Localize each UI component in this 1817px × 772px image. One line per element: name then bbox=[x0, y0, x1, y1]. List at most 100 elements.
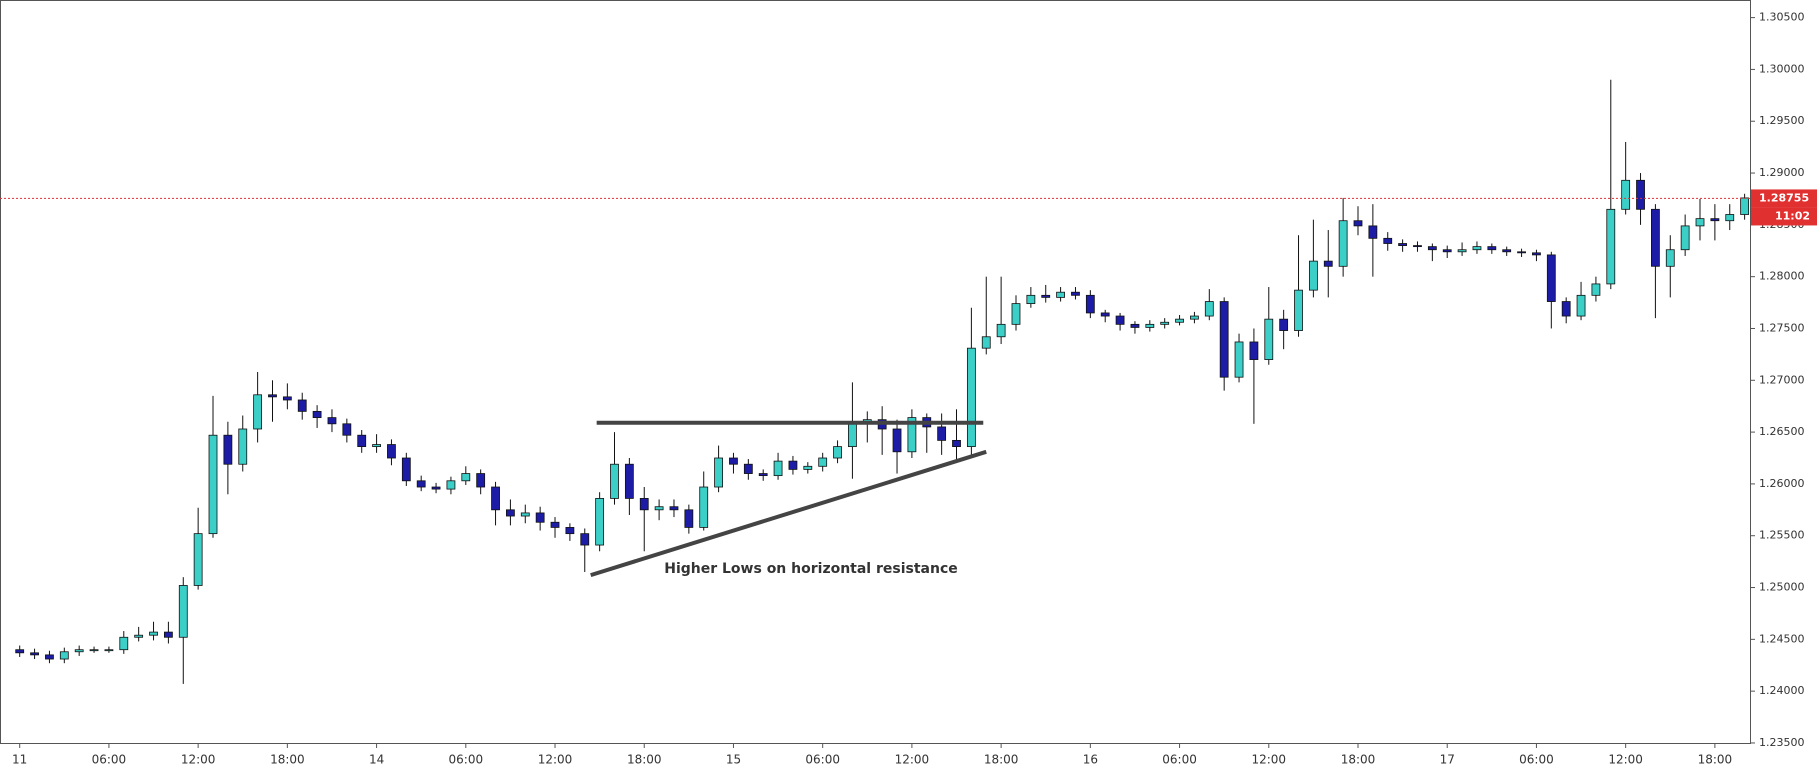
candle-body bbox=[1398, 243, 1408, 246]
candle-body bbox=[1353, 220, 1363, 227]
x-tick-label: 14 bbox=[369, 753, 384, 767]
candle-body bbox=[491, 486, 500, 511]
x-tick-label: 06:00 bbox=[1162, 753, 1197, 767]
candle-body bbox=[223, 434, 233, 465]
y-tick-label: 1.30500 bbox=[1759, 11, 1805, 24]
y-tick-label: 1.24000 bbox=[1759, 684, 1805, 697]
countdown-tag bbox=[1751, 207, 1817, 226]
candle-body bbox=[714, 457, 723, 488]
candle-body bbox=[1338, 220, 1348, 267]
candle-body bbox=[1308, 260, 1318, 291]
candle-body bbox=[208, 434, 218, 535]
candle-body bbox=[1606, 208, 1616, 285]
x-tick-label: 18:00 bbox=[984, 753, 1019, 767]
candle-body bbox=[193, 533, 203, 586]
x-tick-label: 12:00 bbox=[1251, 753, 1286, 767]
candle-body bbox=[74, 649, 84, 653]
x-tick-label: 16 bbox=[1083, 753, 1098, 767]
candle-body bbox=[416, 480, 426, 488]
candle-body bbox=[1665, 249, 1675, 267]
y-tick-label: 1.29500 bbox=[1759, 114, 1805, 127]
candle-body bbox=[610, 463, 619, 499]
candle-body bbox=[1041, 294, 1051, 298]
candle-body bbox=[773, 460, 783, 477]
candle-body bbox=[788, 460, 798, 470]
y-tick-label: 1.23500 bbox=[1759, 736, 1805, 749]
candle-body bbox=[803, 465, 813, 470]
candle-body bbox=[30, 652, 39, 656]
y-tick-label: 1.27500 bbox=[1759, 321, 1805, 334]
candle-body bbox=[1071, 291, 1080, 296]
candle-body bbox=[387, 444, 396, 459]
candle-body bbox=[907, 417, 917, 453]
x-tick-label: 06:00 bbox=[449, 753, 484, 767]
candle-body bbox=[1725, 214, 1735, 222]
candle-body bbox=[401, 457, 411, 482]
x-tick-label: 11 bbox=[12, 753, 27, 767]
x-tick-label: 06:00 bbox=[92, 753, 127, 767]
candle-body bbox=[1145, 323, 1155, 328]
candle-body bbox=[104, 649, 114, 652]
candle-body bbox=[1100, 312, 1110, 317]
candle-body bbox=[372, 444, 381, 448]
candle-body bbox=[595, 498, 605, 546]
candle-body bbox=[535, 512, 545, 523]
candle-body bbox=[1502, 249, 1512, 253]
y-tick-label: 1.25000 bbox=[1759, 581, 1805, 594]
x-tick-label: 06:00 bbox=[1519, 753, 1554, 767]
candle-body bbox=[818, 457, 828, 467]
candle-body bbox=[1234, 341, 1244, 378]
candle-body bbox=[654, 506, 664, 511]
candle-body bbox=[1472, 246, 1482, 251]
trend-line bbox=[590, 449, 987, 578]
candle-body bbox=[1546, 254, 1556, 302]
candle-body bbox=[1160, 321, 1170, 325]
candle-body bbox=[684, 509, 694, 528]
x-tick-label: 15 bbox=[726, 753, 741, 767]
y-tick-label: 1.30000 bbox=[1759, 62, 1805, 75]
candle-body bbox=[1219, 301, 1229, 378]
candle-body bbox=[1695, 218, 1705, 227]
x-tick-label: 18:00 bbox=[1341, 753, 1376, 767]
plot-frame bbox=[0, 0, 1751, 744]
candle-body bbox=[892, 428, 902, 453]
candle-body bbox=[1740, 197, 1750, 215]
candle-body bbox=[729, 457, 738, 465]
candle-body bbox=[268, 394, 277, 398]
last-price-tag bbox=[1751, 189, 1817, 208]
candle-body bbox=[1621, 179, 1631, 210]
candle-body bbox=[758, 473, 768, 477]
candle-body bbox=[669, 506, 679, 511]
candle-body bbox=[15, 649, 25, 654]
candle-body bbox=[89, 649, 99, 652]
candle-body bbox=[1323, 260, 1333, 267]
candle-body bbox=[178, 585, 188, 638]
candle-body bbox=[580, 533, 590, 546]
candle-body bbox=[461, 473, 471, 482]
candle-body bbox=[833, 446, 842, 459]
candle-body bbox=[550, 521, 560, 528]
candle-body bbox=[446, 480, 456, 490]
x-tick-label: 06:00 bbox=[805, 753, 840, 767]
candle-body bbox=[59, 651, 69, 660]
candle-body bbox=[1204, 301, 1214, 317]
y-tick-label: 1.25500 bbox=[1759, 529, 1805, 542]
candle-body bbox=[565, 527, 575, 535]
y-tick-label: 1.24500 bbox=[1759, 632, 1805, 645]
candle-body bbox=[357, 434, 367, 448]
candle-body bbox=[743, 463, 753, 474]
candle-body bbox=[699, 486, 709, 528]
candle-body bbox=[848, 423, 857, 448]
x-tick-label: 12:00 bbox=[1608, 753, 1643, 767]
candle-body bbox=[1442, 249, 1452, 253]
candle-body bbox=[966, 347, 976, 448]
candle-body bbox=[431, 486, 441, 490]
candle-body bbox=[1085, 294, 1095, 314]
candle-body bbox=[342, 423, 352, 436]
candle-body bbox=[327, 417, 337, 425]
candle-body bbox=[1249, 341, 1259, 360]
candle-body bbox=[1279, 318, 1289, 331]
candle-body bbox=[1383, 237, 1393, 244]
